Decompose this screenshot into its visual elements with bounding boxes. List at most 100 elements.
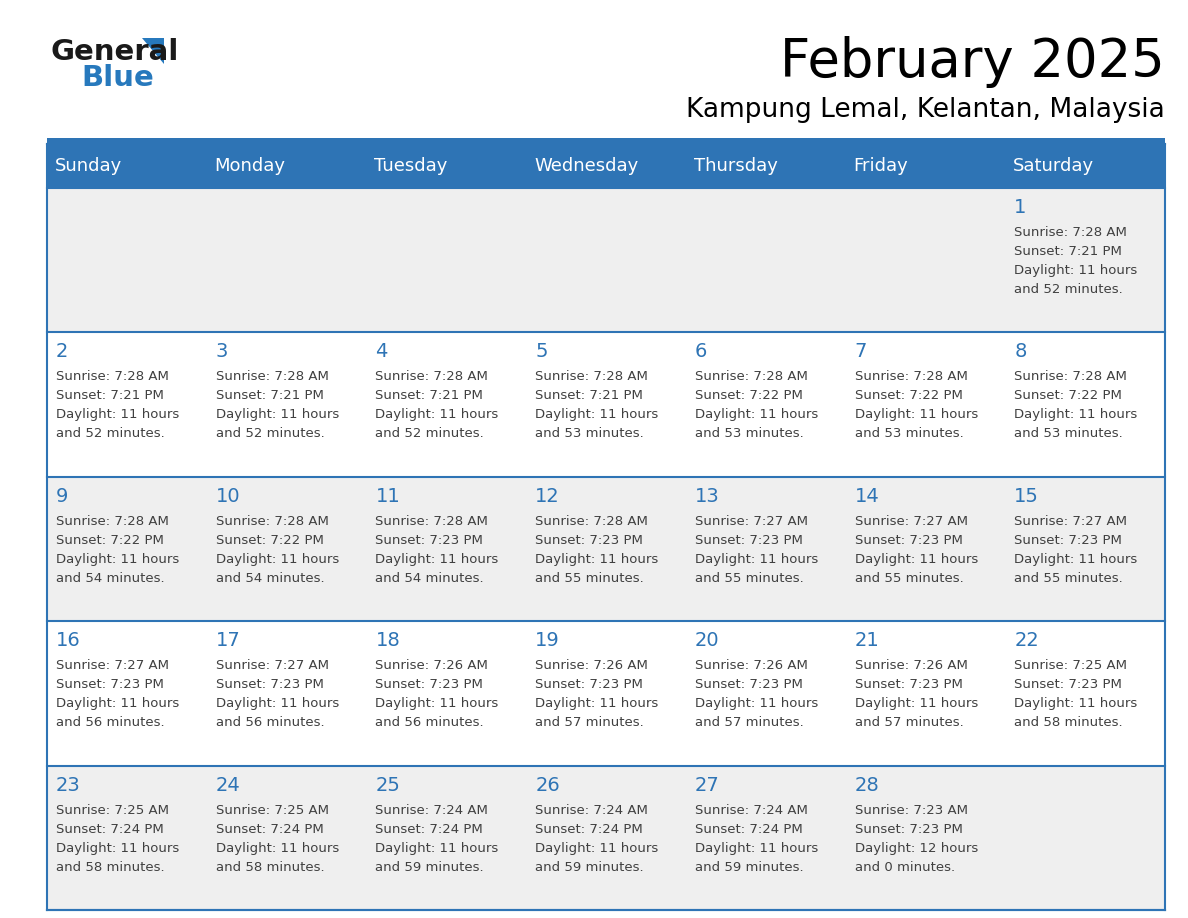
Text: Daylight: 11 hours: Daylight: 11 hours: [56, 697, 179, 711]
Text: 19: 19: [535, 632, 560, 650]
Text: and 58 minutes.: and 58 minutes.: [1015, 716, 1123, 729]
Text: Daylight: 11 hours: Daylight: 11 hours: [695, 842, 819, 855]
Bar: [526, 476, 685, 621]
Text: Sunrise: 7:25 AM: Sunrise: 7:25 AM: [216, 803, 329, 817]
Text: Daylight: 11 hours: Daylight: 11 hours: [216, 697, 339, 711]
Text: Thursday: Thursday: [694, 157, 778, 175]
Text: Sunrise: 7:27 AM: Sunrise: 7:27 AM: [854, 515, 967, 528]
Text: Sunrise: 7:28 AM: Sunrise: 7:28 AM: [1015, 226, 1127, 239]
Text: 17: 17: [216, 632, 240, 650]
Text: 10: 10: [216, 487, 240, 506]
Bar: [685, 332, 846, 476]
Text: February 2025: February 2025: [781, 36, 1165, 88]
Text: Sunset: 7:23 PM: Sunset: 7:23 PM: [1015, 533, 1123, 547]
Bar: [366, 476, 526, 621]
Text: Daylight: 11 hours: Daylight: 11 hours: [216, 842, 339, 855]
Text: Sunrise: 7:28 AM: Sunrise: 7:28 AM: [535, 515, 647, 528]
Text: Sunrise: 7:27 AM: Sunrise: 7:27 AM: [1015, 515, 1127, 528]
Text: 5: 5: [535, 342, 548, 362]
Text: and 53 minutes.: and 53 minutes.: [695, 428, 803, 441]
Text: and 55 minutes.: and 55 minutes.: [695, 572, 803, 585]
Text: Sunrise: 7:28 AM: Sunrise: 7:28 AM: [375, 515, 488, 528]
Bar: [685, 144, 846, 188]
Text: Sunrise: 7:28 AM: Sunrise: 7:28 AM: [375, 370, 488, 384]
Bar: [48, 144, 207, 188]
Text: Sunset: 7:23 PM: Sunset: 7:23 PM: [695, 678, 803, 691]
Text: Daylight: 11 hours: Daylight: 11 hours: [535, 553, 658, 565]
Text: 22: 22: [1015, 632, 1040, 650]
Text: General: General: [51, 38, 179, 66]
Text: and 55 minutes.: and 55 minutes.: [854, 572, 963, 585]
Polygon shape: [143, 38, 164, 64]
Bar: [48, 766, 207, 910]
Text: and 52 minutes.: and 52 minutes.: [1015, 283, 1123, 296]
Text: 8: 8: [1015, 342, 1026, 362]
Text: Monday: Monday: [215, 157, 285, 175]
Bar: [1005, 766, 1165, 910]
Text: and 58 minutes.: and 58 minutes.: [216, 860, 324, 874]
Text: Sunrise: 7:28 AM: Sunrise: 7:28 AM: [56, 370, 169, 384]
Text: and 59 minutes.: and 59 minutes.: [375, 860, 484, 874]
Bar: [207, 621, 366, 766]
Text: Daylight: 11 hours: Daylight: 11 hours: [695, 409, 819, 421]
Text: Sunset: 7:23 PM: Sunset: 7:23 PM: [375, 533, 484, 547]
Text: 27: 27: [695, 776, 720, 795]
Text: 3: 3: [216, 342, 228, 362]
Bar: [685, 188, 846, 332]
Text: Sunrise: 7:25 AM: Sunrise: 7:25 AM: [1015, 659, 1127, 672]
Bar: [846, 621, 1005, 766]
Bar: [366, 766, 526, 910]
Text: Sunset: 7:22 PM: Sunset: 7:22 PM: [854, 389, 962, 402]
Text: Daylight: 11 hours: Daylight: 11 hours: [535, 409, 658, 421]
Text: Sunset: 7:21 PM: Sunset: 7:21 PM: [1015, 245, 1123, 258]
Text: Sunrise: 7:24 AM: Sunrise: 7:24 AM: [375, 803, 488, 817]
Bar: [366, 621, 526, 766]
Text: Sunset: 7:23 PM: Sunset: 7:23 PM: [535, 533, 643, 547]
Text: Daylight: 11 hours: Daylight: 11 hours: [56, 409, 179, 421]
Bar: [685, 766, 846, 910]
Text: Sunrise: 7:28 AM: Sunrise: 7:28 AM: [1015, 370, 1127, 384]
Text: Friday: Friday: [853, 157, 909, 175]
Bar: [685, 621, 846, 766]
Text: Sunset: 7:23 PM: Sunset: 7:23 PM: [375, 678, 484, 691]
Text: Daylight: 11 hours: Daylight: 11 hours: [854, 409, 978, 421]
Text: 25: 25: [375, 776, 400, 795]
Bar: [1005, 332, 1165, 476]
Text: Sunrise: 7:26 AM: Sunrise: 7:26 AM: [695, 659, 808, 672]
Text: Sunset: 7:21 PM: Sunset: 7:21 PM: [375, 389, 484, 402]
Text: 26: 26: [535, 776, 560, 795]
Text: 13: 13: [695, 487, 720, 506]
Text: and 57 minutes.: and 57 minutes.: [854, 716, 963, 729]
Text: Daylight: 11 hours: Daylight: 11 hours: [1015, 409, 1138, 421]
Text: Sunrise: 7:28 AM: Sunrise: 7:28 AM: [56, 515, 169, 528]
Text: Saturday: Saturday: [1013, 157, 1094, 175]
Text: and 57 minutes.: and 57 minutes.: [695, 716, 803, 729]
Text: Sunday: Sunday: [55, 157, 122, 175]
Text: Sunset: 7:23 PM: Sunset: 7:23 PM: [535, 678, 643, 691]
Text: 9: 9: [56, 487, 69, 506]
Text: Sunrise: 7:26 AM: Sunrise: 7:26 AM: [375, 659, 488, 672]
Bar: [846, 144, 1005, 188]
Text: and 0 minutes.: and 0 minutes.: [854, 860, 955, 874]
Text: Sunset: 7:23 PM: Sunset: 7:23 PM: [695, 533, 803, 547]
Text: Kampung Lemal, Kelantan, Malaysia: Kampung Lemal, Kelantan, Malaysia: [687, 97, 1165, 123]
Text: and 53 minutes.: and 53 minutes.: [535, 428, 644, 441]
Text: Sunset: 7:22 PM: Sunset: 7:22 PM: [56, 533, 164, 547]
Text: Sunrise: 7:28 AM: Sunrise: 7:28 AM: [216, 515, 329, 528]
Text: Sunset: 7:23 PM: Sunset: 7:23 PM: [854, 678, 962, 691]
Bar: [1005, 188, 1165, 332]
Text: 15: 15: [1015, 487, 1040, 506]
Bar: [366, 188, 526, 332]
Bar: [526, 144, 685, 188]
Bar: [207, 332, 366, 476]
Text: Daylight: 11 hours: Daylight: 11 hours: [695, 697, 819, 711]
Text: Daylight: 11 hours: Daylight: 11 hours: [535, 697, 658, 711]
Text: 14: 14: [854, 487, 879, 506]
Text: Sunset: 7:24 PM: Sunset: 7:24 PM: [375, 823, 484, 835]
Text: Sunrise: 7:26 AM: Sunrise: 7:26 AM: [854, 659, 967, 672]
Text: Sunrise: 7:28 AM: Sunrise: 7:28 AM: [535, 370, 647, 384]
Text: Sunset: 7:22 PM: Sunset: 7:22 PM: [216, 533, 323, 547]
Text: Sunset: 7:24 PM: Sunset: 7:24 PM: [216, 823, 323, 835]
Bar: [48, 476, 207, 621]
Text: 24: 24: [216, 776, 240, 795]
